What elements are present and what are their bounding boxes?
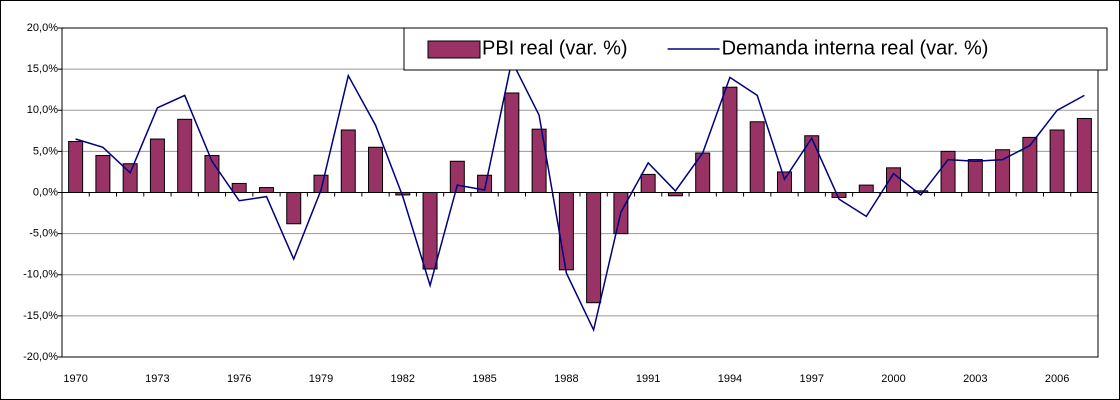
x-tick-label: 1985 xyxy=(472,373,496,385)
bar xyxy=(749,121,765,193)
bar xyxy=(831,192,847,198)
bar xyxy=(1076,117,1092,193)
bar xyxy=(558,192,574,271)
labels: -20,0% -15,0% -10,0% -5,0% 0,0% 5,0% 10,0% 15,0… xyxy=(23,22,1072,385)
y-tick-label: -15,0% xyxy=(23,310,58,322)
x-tick-label: 2003 xyxy=(963,373,987,385)
x-tick-label: 1988 xyxy=(554,373,578,385)
bar xyxy=(368,146,384,193)
y-tick-label: 10,0% xyxy=(27,104,58,116)
y-tick-label: -10,0% xyxy=(23,269,58,281)
bar xyxy=(422,192,438,270)
x-tick-label: 1991 xyxy=(636,373,660,385)
bar xyxy=(940,150,956,193)
bar xyxy=(586,192,602,304)
bar xyxy=(1022,136,1038,193)
legend-label: Demanda interna real (var. %) xyxy=(722,37,989,59)
bar xyxy=(313,174,329,193)
bar xyxy=(640,173,656,193)
bar xyxy=(804,135,820,193)
bar xyxy=(1049,129,1065,194)
x-tick-label: 1982 xyxy=(391,373,415,385)
bar xyxy=(231,182,247,193)
bar xyxy=(504,92,520,193)
bar xyxy=(177,118,193,193)
legend: PBI real (var. %) Demanda interna real (v… xyxy=(403,27,1108,71)
legend-swatch xyxy=(427,40,481,59)
bar xyxy=(913,190,929,193)
x-tick-label: 2006 xyxy=(1045,373,1069,385)
bar xyxy=(340,129,356,194)
y-tick-label: 5,0% xyxy=(33,145,58,157)
bar xyxy=(149,138,165,194)
bar xyxy=(722,86,738,193)
bar xyxy=(531,128,547,193)
bar xyxy=(286,192,302,225)
x-tick-label: 1973 xyxy=(145,373,169,385)
bar xyxy=(122,163,138,193)
x-tick-label: 1970 xyxy=(63,373,87,385)
y-tick-label: -20,0% xyxy=(23,351,58,363)
bar xyxy=(95,154,111,194)
x-tick-label: 1979 xyxy=(309,373,333,385)
bar xyxy=(477,174,493,193)
bar xyxy=(68,141,84,194)
legend-box xyxy=(403,27,1108,71)
bar xyxy=(886,167,902,193)
bar xyxy=(776,171,792,193)
x-tick-label: 1997 xyxy=(799,373,823,385)
legend-label: PBI real (var. %) xyxy=(482,37,628,59)
x-tick-label: 1994 xyxy=(718,373,742,385)
x-tick-label: 1976 xyxy=(227,373,251,385)
x-tick-label: 2000 xyxy=(881,373,905,385)
bar xyxy=(667,192,683,197)
bar xyxy=(967,159,983,194)
bar xyxy=(858,184,874,194)
y-tick-label: 0,0% xyxy=(33,186,58,198)
y-tick-label: -5,0% xyxy=(29,228,58,240)
y-tick-label: 15,0% xyxy=(27,63,58,75)
bar xyxy=(995,149,1011,193)
bar xyxy=(204,154,220,194)
y-tick-label: 20,0% xyxy=(27,22,58,34)
bar xyxy=(449,160,465,193)
bar xyxy=(258,187,274,194)
line xyxy=(75,58,1085,333)
